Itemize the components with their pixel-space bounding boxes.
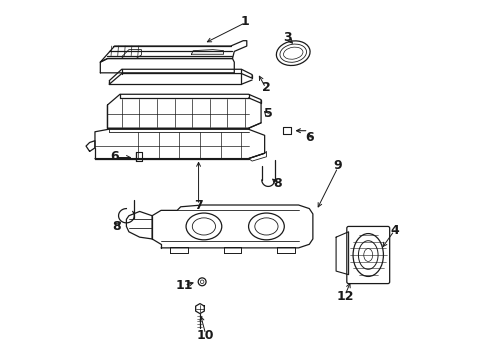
Text: 2: 2 (262, 81, 271, 94)
Text: 12: 12 (336, 289, 354, 303)
Text: 5: 5 (264, 107, 272, 120)
Text: 9: 9 (334, 159, 342, 172)
FancyBboxPatch shape (347, 226, 390, 284)
Text: 8: 8 (273, 177, 281, 190)
Text: 6: 6 (110, 150, 119, 163)
Text: 10: 10 (197, 329, 215, 342)
Text: 8: 8 (112, 220, 121, 233)
Text: 4: 4 (391, 224, 399, 237)
Text: 6: 6 (305, 131, 314, 144)
Text: 3: 3 (284, 31, 292, 44)
Text: 11: 11 (175, 279, 193, 292)
Text: 7: 7 (194, 198, 203, 212)
Text: 1: 1 (241, 14, 249, 27)
